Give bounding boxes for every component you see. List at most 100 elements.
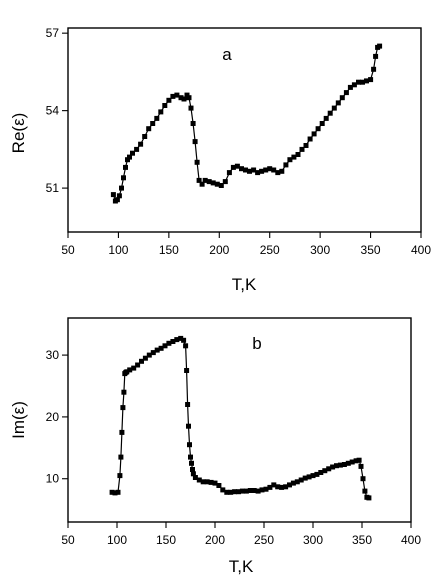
panel-b-data-point	[183, 343, 189, 349]
panel-a-data-point	[222, 179, 228, 185]
panel-a-data-point	[267, 166, 273, 172]
panel-b-x-tick-label: 400	[401, 533, 421, 547]
panel-b-x-tick-label: 200	[205, 533, 225, 547]
panel-b-data-point	[188, 454, 193, 460]
panel-a-x-tick-label: 300	[310, 243, 330, 257]
panel-b-data-point	[337, 462, 343, 468]
panel-a-x-axis-label: T,K	[232, 275, 257, 294]
panel-b-data-point	[243, 488, 249, 494]
panel-a-data-point	[194, 159, 200, 165]
panel-a-data-point	[158, 109, 164, 115]
panel-a-data-point	[166, 97, 172, 103]
panel-b-x-tick-label: 100	[107, 533, 127, 547]
panel-b-data-point	[290, 480, 296, 486]
panel-a-data-point	[170, 93, 176, 99]
panel-b-data-point	[298, 477, 304, 483]
panel-b-data-point	[109, 489, 115, 495]
panel-b-data-point	[178, 335, 184, 341]
panel-a-data-point	[327, 110, 333, 116]
panel-a: a T,K Re(ε) 50 100 150 200 250 300 350 40051545…	[9, 26, 431, 294]
panel-b-data-point	[135, 362, 141, 368]
panel-a-data-point	[271, 167, 277, 173]
panel-a-x-tick-label: 400	[411, 243, 431, 257]
panel-a-data-point	[247, 168, 252, 174]
panel-a-label: a	[222, 45, 232, 64]
panel-a-y-tick-label: 57	[46, 26, 60, 40]
panel-b-data-point	[228, 489, 234, 495]
panel-b-data-point	[154, 347, 160, 353]
panel-a-data-point	[130, 150, 135, 156]
panel-a-data-point	[206, 179, 212, 185]
panel-b-data-point	[271, 482, 277, 488]
panel-a-y-tick-label: 51	[46, 181, 60, 195]
panel-b-data-point	[267, 484, 273, 490]
panel-b-data-point	[112, 490, 118, 496]
panel-b-data-point	[287, 482, 292, 488]
panel-b-data-point	[192, 475, 198, 480]
panel-a-data-point	[287, 157, 293, 163]
panel-b-data-point	[216, 483, 222, 488]
panel-b-data-point	[139, 358, 144, 364]
panel-b-data-point	[200, 479, 206, 485]
panel-a-data-point	[154, 115, 160, 121]
panel-b-data-point	[121, 389, 127, 395]
panel-a-data-point	[119, 185, 124, 191]
panel-b-data-point	[294, 479, 300, 485]
panel-b-data-point	[239, 488, 245, 494]
panel-a-x-tick-label: 200	[209, 243, 229, 257]
panel-a-ticks: 50 100 150 200 250 300 350 400 51 54 57	[46, 26, 432, 257]
panel-a-x-tick-label: 100	[108, 243, 128, 257]
panel-b-data-point	[118, 454, 124, 460]
panel-b-series-line	[111, 337, 370, 499]
panel-a-data-point	[174, 92, 180, 98]
panel-b-x-tick-label: 250	[254, 533, 274, 547]
panel-a-data-point	[127, 154, 132, 160]
panel-b-x-tick-label: 300	[303, 533, 323, 547]
panel-a-data-point	[234, 163, 240, 169]
panel-a-data-point	[199, 181, 205, 187]
panel-a-x-tick-label: 250	[260, 243, 280, 257]
panel-a-data-point	[196, 177, 202, 183]
panel-b-data-point	[360, 476, 366, 482]
panel-b-data-point	[184, 368, 190, 373]
panel-a-x-tick-label: 50	[61, 243, 75, 257]
panel-a-data-point	[121, 175, 126, 181]
panel-a-data-point	[364, 78, 369, 84]
panel-b-data-point	[356, 457, 362, 463]
panel-a-data-point	[150, 121, 156, 126]
panel-b-data-point	[341, 462, 347, 467]
panel-a-data-point	[181, 96, 187, 102]
panel-b-data-point	[119, 429, 125, 435]
panel-b-data-point	[190, 467, 195, 472]
panel-a-data-point	[351, 82, 357, 88]
panel-a-data-point	[275, 170, 281, 176]
panel-b-x-tick-label: 350	[352, 533, 372, 547]
panel-b-data-point	[362, 488, 368, 494]
panel-a-data-point	[123, 164, 128, 170]
panel-a-data-point	[114, 197, 120, 203]
panel-a-data-point	[184, 92, 190, 98]
panel-a-data-point	[110, 192, 116, 198]
panel-a-x-tick-label: 350	[361, 243, 381, 257]
panel-b-data-point	[318, 470, 324, 475]
panel-b-data-point	[189, 460, 194, 466]
panel-b-data-point	[150, 350, 156, 356]
panel-b-data-point	[208, 479, 214, 485]
panel-a-data-point	[125, 157, 130, 163]
panel-a-data-point	[315, 126, 321, 132]
panel-a-data-point	[218, 183, 224, 188]
panel-a-data-point	[347, 84, 353, 90]
panel-b-data-point	[349, 459, 355, 465]
panel-a-data-point	[243, 167, 248, 173]
panel-b-data-point	[345, 460, 351, 466]
panel-a-data-point	[291, 154, 297, 160]
panel-a-data-point	[371, 66, 377, 72]
panel-a-data-point	[307, 136, 313, 142]
panel-a-data-point	[335, 100, 341, 106]
panel-a-data-point	[251, 167, 257, 173]
panel-b-data-point	[174, 337, 180, 343]
panel-b-data-point	[358, 463, 364, 469]
panel-a-data-point	[239, 166, 244, 172]
panel-b-ticks: 50 100 150 200 250 300 350 400 10 20 30	[46, 348, 422, 547]
